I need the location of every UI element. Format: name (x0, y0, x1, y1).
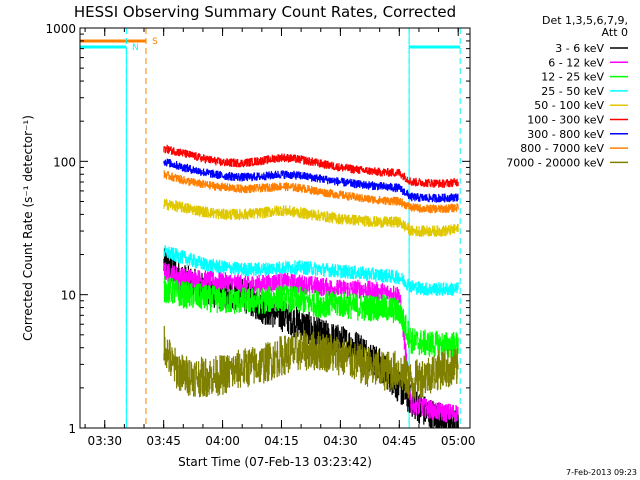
legend-entry-label: 300 - 800 keV (527, 128, 604, 141)
footer-date: 7-Feb-2013 09:23 (566, 468, 637, 477)
y-tick-label: 10 (61, 289, 76, 303)
x-axis-label: Start Time (07-Feb-13 03:23:42) (178, 455, 372, 469)
legend-entry-label: 3 - 6 keV (555, 42, 604, 55)
y-tick-label: 1000 (45, 22, 76, 36)
legend-entry-label: 7000 - 20000 keV (506, 156, 604, 169)
chart-title: HESSI Observing Summary Count Rates, Cor… (74, 3, 456, 21)
axes-layer: 1 10 100 1000 03:30 03:45 04:00 04:15 04:30 04:45… (45, 22, 475, 448)
series-line (163, 262, 459, 423)
y-axis-label: Corrected Count Rate (s⁻¹ detector⁻¹) (21, 115, 35, 341)
legend-entry-label: 6 - 12 keV (548, 56, 604, 69)
series-line (163, 170, 459, 214)
x-tick-label: 04:00 (205, 434, 240, 448)
series-line (163, 198, 459, 237)
series-line (163, 158, 459, 203)
series-line (163, 144, 459, 188)
series-layer (163, 144, 459, 429)
legend-header: Att 0 (602, 26, 628, 39)
x-tick-label: 04:30 (323, 434, 358, 448)
series-line (163, 245, 459, 296)
x-tick-label: 04:15 (264, 434, 299, 448)
legend-entry-label: 12 - 25 keV (541, 71, 604, 84)
legend-entry-label: 100 - 300 keV (527, 114, 604, 127)
night-marker-label: N (132, 43, 139, 53)
series-line (163, 275, 459, 359)
y-tick-label: 1 (68, 422, 76, 436)
legend-entry-label: 50 - 100 keV (534, 99, 604, 112)
y-tick-label: 100 (53, 155, 76, 169)
x-tick-label: 03:45 (146, 434, 181, 448)
legend-entry-label: 25 - 50 keV (541, 85, 604, 98)
series-line (163, 325, 459, 400)
plot-frame (79, 27, 471, 429)
legend-entry-label: 800 - 7000 keV (520, 142, 604, 155)
x-tick-label: 05:00 (441, 434, 476, 448)
x-tick-label: 03:30 (87, 434, 122, 448)
saa-marker-label: S (152, 37, 158, 47)
legend-header: Det 1,3,5,6,7,9, (542, 14, 628, 27)
x-tick-label: 04:45 (382, 434, 417, 448)
